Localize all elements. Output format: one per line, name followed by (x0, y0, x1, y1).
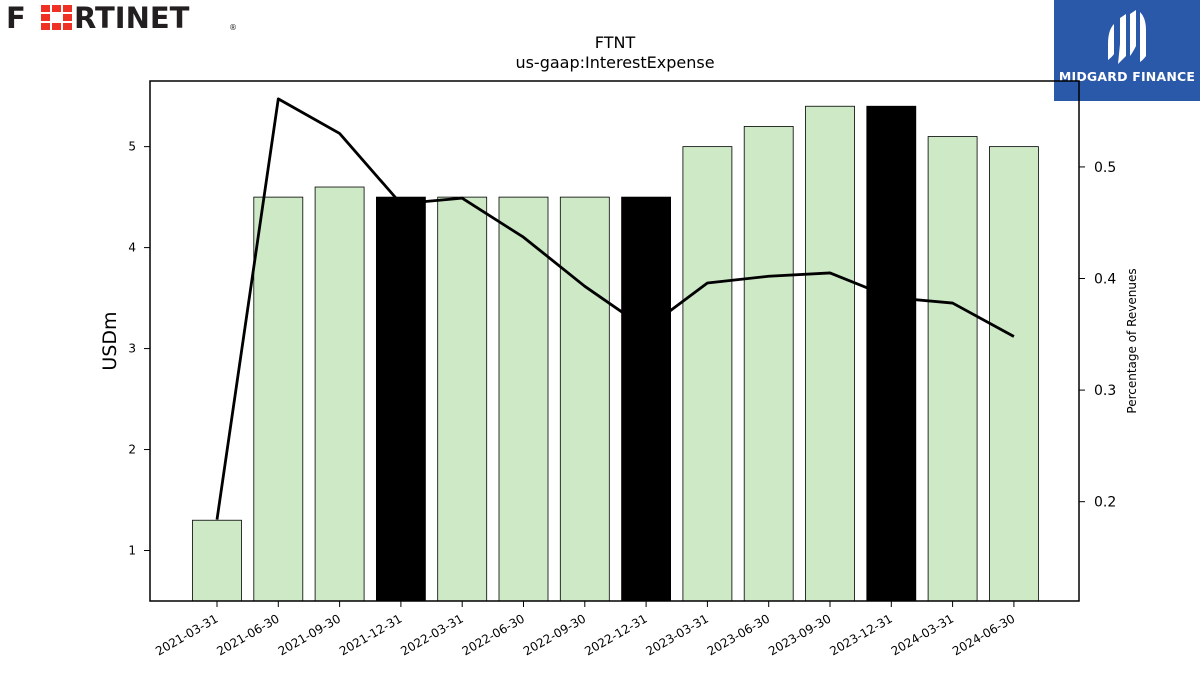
bar-2021-03-31 (192, 519, 242, 602)
bar-2021-09-30 (314, 186, 365, 602)
fortinet-logo: F RTINET ® (6, 2, 237, 34)
bar-2022-09-30 (559, 196, 610, 602)
chart-subtitle: us-gaap:InterestExpense (515, 53, 714, 72)
y-axis-right: 0.2 0.3 0.4 0.5 (1079, 160, 1116, 511)
y-tick-label: 5 (128, 140, 136, 154)
bar-2024-06-30 (989, 146, 1039, 602)
y2-axis-label: Percentage of Revenues (1125, 268, 1139, 413)
line-layer (215, 97, 1015, 520)
y2-tick-label: 0.2 (1094, 495, 1116, 511)
bar-2023-03-31 (682, 146, 733, 602)
bar-2023-06-30 (743, 126, 794, 602)
y-axis-label: USDm (99, 311, 121, 370)
x-tick-label: 2022-09-30 (521, 611, 588, 658)
x-tick-label: 2021-03-31 (153, 611, 220, 658)
registered-mark: ® (229, 23, 237, 32)
x-tick-label: 2021-09-30 (276, 611, 343, 658)
y2-tick-label: 0.4 (1094, 272, 1116, 288)
y-tick-label: 3 (128, 342, 136, 356)
x-tick-label: 2021-12-31 (337, 611, 404, 658)
x-tick-label: 2023-12-31 (827, 611, 894, 658)
midgard-logo-icon (1108, 10, 1146, 64)
x-tick-label: 2024-03-31 (889, 611, 956, 658)
x-tick-label: 2023-09-30 (766, 611, 833, 658)
bar-2023-09-30 (805, 105, 855, 602)
x-tick-label: 2022-12-31 (582, 611, 649, 658)
y-tick-label: 1 (128, 544, 136, 558)
x-tick-label: 2023-03-31 (643, 611, 710, 658)
brand-name-f: F (6, 2, 26, 34)
fortinet-grid-o-icon (41, 5, 72, 30)
bar-2024-03-31 (927, 136, 978, 602)
brand-name-rest: RTINET (74, 2, 190, 34)
x-tick-label: 2023-06-30 (705, 611, 772, 658)
plot-frame (149, 80, 1080, 602)
bars-layer (192, 105, 1039, 602)
bar-2021-12-31 (375, 196, 426, 602)
y2-tick-label: 0.3 (1094, 383, 1116, 399)
bar-2022-12-31 (621, 196, 671, 602)
bar-2023-12-31 (866, 105, 917, 602)
badge-label: MIDGARD FINANCE (1058, 69, 1196, 84)
percentage-line (215, 97, 1015, 520)
chart-title: FTNT (595, 33, 636, 52)
bar-2022-03-31 (437, 196, 488, 602)
x-axis: 2021-03-312021-06-302021-09-302021-12-31… (153, 601, 1017, 658)
bar-2022-06-30 (498, 196, 549, 602)
y2-tick-label: 0.5 (1094, 160, 1116, 176)
x-tick-label: 2024-06-30 (950, 611, 1017, 658)
bar-2021-06-30 (253, 196, 304, 602)
y-tick-label: 4 (128, 241, 136, 255)
x-tick-label: 2022-06-30 (460, 611, 527, 658)
y-axis-left: 1 2 3 4 5 (128, 140, 150, 558)
x-tick-label: 2022-03-31 (398, 611, 465, 658)
x-tick-label: 2021-06-30 (214, 611, 281, 658)
y-tick-label: 2 (128, 443, 136, 457)
